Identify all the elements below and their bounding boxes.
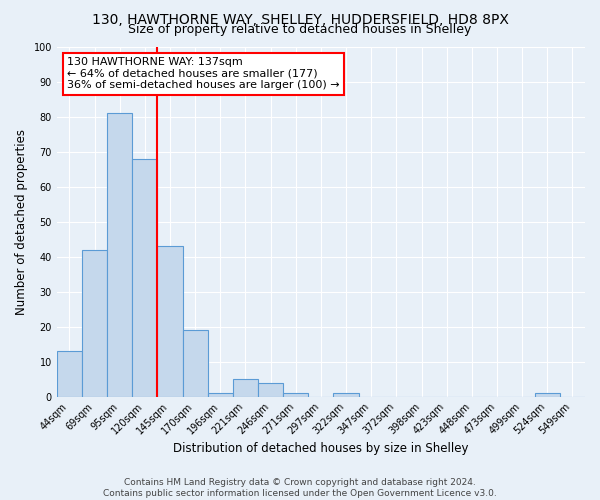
Bar — [107, 113, 132, 397]
Bar — [258, 382, 283, 396]
Bar — [283, 393, 308, 396]
Bar — [208, 393, 233, 396]
Text: Contains HM Land Registry data © Crown copyright and database right 2024.
Contai: Contains HM Land Registry data © Crown c… — [103, 478, 497, 498]
Text: 130 HAWTHORNE WAY: 137sqm
← 64% of detached houses are smaller (177)
36% of semi: 130 HAWTHORNE WAY: 137sqm ← 64% of detac… — [67, 57, 340, 90]
Bar — [535, 393, 560, 396]
Bar — [182, 330, 208, 396]
Text: Size of property relative to detached houses in Shelley: Size of property relative to detached ho… — [128, 22, 472, 36]
Bar — [132, 158, 157, 396]
Bar — [157, 246, 182, 396]
Y-axis label: Number of detached properties: Number of detached properties — [15, 128, 28, 314]
Bar — [82, 250, 107, 396]
Text: 130, HAWTHORNE WAY, SHELLEY, HUDDERSFIELD, HD8 8PX: 130, HAWTHORNE WAY, SHELLEY, HUDDERSFIEL… — [92, 12, 508, 26]
Bar — [233, 379, 258, 396]
Bar — [334, 393, 359, 396]
X-axis label: Distribution of detached houses by size in Shelley: Distribution of detached houses by size … — [173, 442, 469, 455]
Bar — [57, 351, 82, 397]
